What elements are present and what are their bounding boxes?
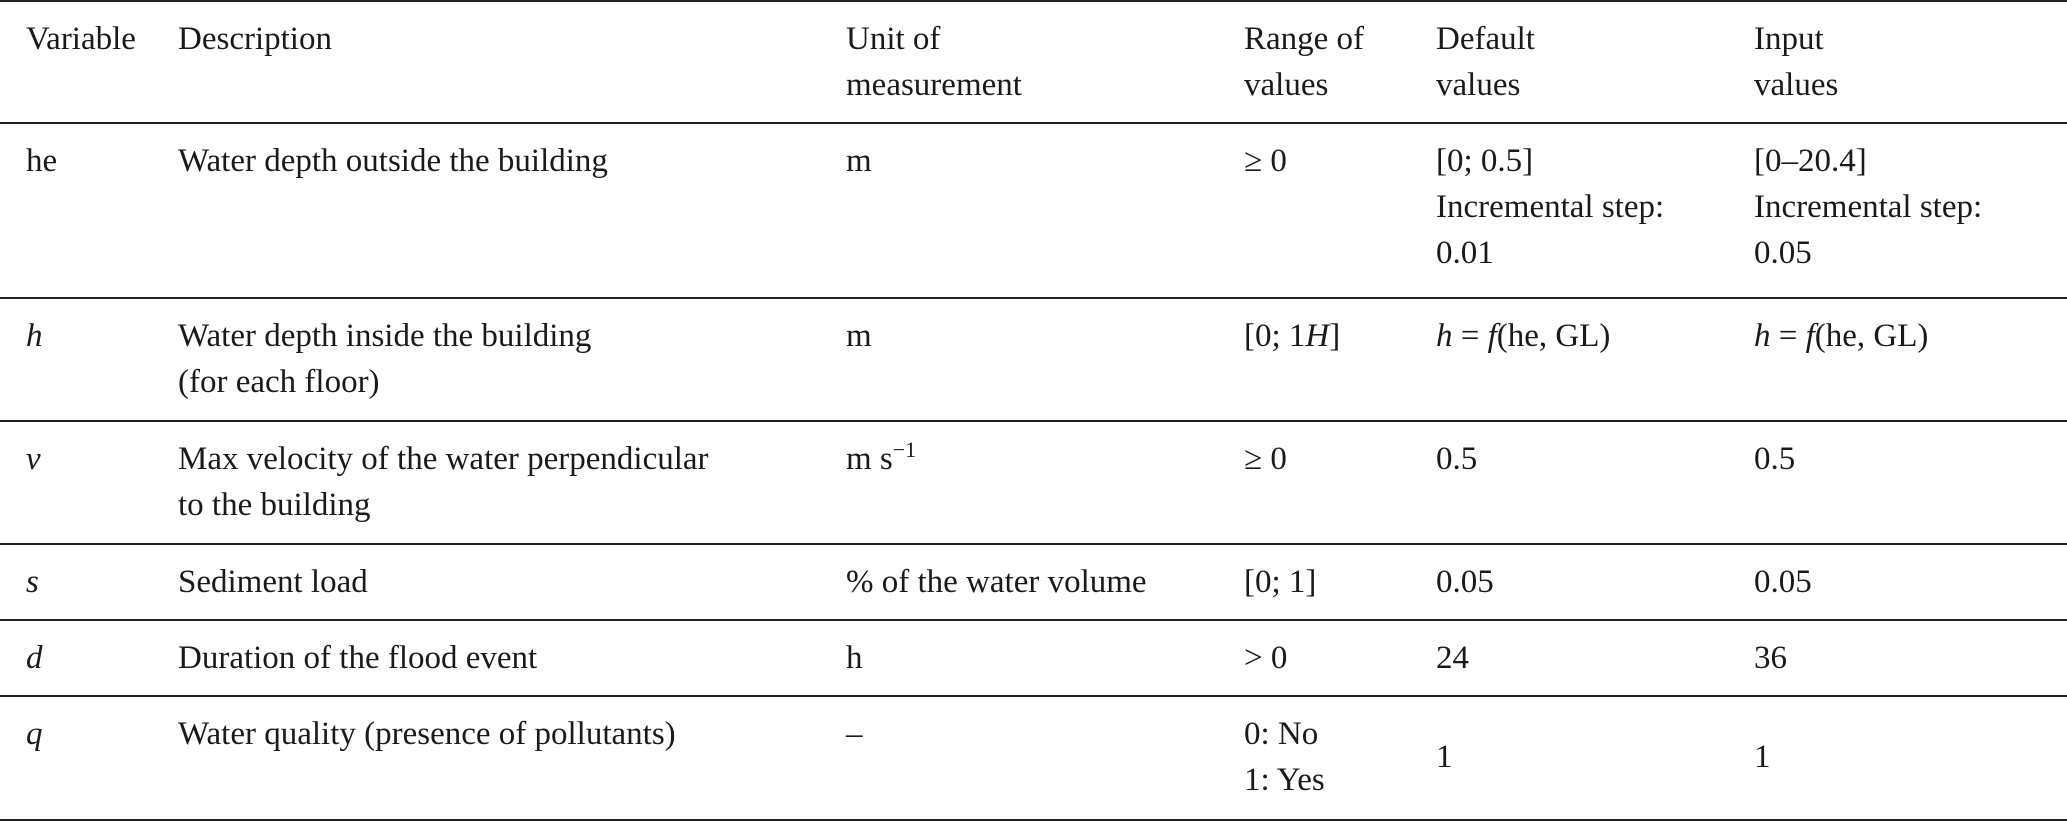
cell-description: Water quality (presence of pollutants) [178, 716, 676, 752]
cell-description: Sediment load [178, 564, 368, 600]
cell-range: ≥ 0 [1244, 143, 1287, 179]
cell-default: 0.5 [1436, 441, 1478, 477]
table-row: s Sediment load % of the water volume [0… [0, 544, 2067, 620]
cell-variable: d [26, 640, 43, 676]
cell-description: Water depth outside the building [178, 143, 608, 179]
cell-input: h = f(he, GL) [1754, 318, 1929, 354]
table-row: he Water depth outside the building m ≥ … [0, 123, 2067, 298]
cell-default: 1 [1436, 739, 1453, 775]
cell-unit: – [846, 716, 863, 752]
table-row: q Water quality (presence of pollutants)… [0, 696, 2067, 820]
cell-unit: m [846, 143, 872, 179]
cell-unit: m s−1 [846, 437, 917, 478]
cell-range: [0; 1H] [1244, 318, 1341, 354]
cell-input: 36 [1754, 640, 1787, 676]
cell-variable: he [26, 143, 58, 179]
cell-default: 0.05 [1436, 564, 1494, 600]
cell-variable: h [26, 318, 43, 354]
cell-description: Duration of the flood event [178, 640, 538, 676]
cell-input: 0.5 [1754, 441, 1796, 477]
cell-range: > 0 [1244, 640, 1288, 676]
cell-default: h = f(he, GL) [1436, 318, 1611, 354]
cell-input: [0–20.4] Incremental step: 0.05 [1754, 143, 1983, 271]
cell-range: ≥ 0 [1244, 441, 1287, 477]
cell-range: 0: No 1: Yes [1244, 716, 1325, 798]
cell-default: 24 [1436, 640, 1469, 676]
cell-variable: s [26, 564, 39, 600]
cell-unit: % of the water volume [846, 564, 1147, 600]
cell-input: 1 [1754, 739, 1771, 775]
header-variable: Variable [26, 21, 136, 57]
cell-variable: v [26, 441, 41, 477]
header-input: Input values [1754, 21, 1839, 103]
cell-description: Water depth inside the building (for eac… [178, 318, 592, 400]
cell-range: [0; 1] [1244, 564, 1317, 600]
table-row: d Duration of the flood event h > 0 24 3… [0, 620, 2067, 696]
cell-description: Max velocity of the water perpendicular … [178, 441, 709, 523]
table-row: v Max velocity of the water perpendicula… [0, 421, 2067, 544]
cell-input: 0.05 [1754, 564, 1812, 600]
header-range: Range of values [1244, 21, 1365, 103]
header-default: Default values [1436, 21, 1535, 103]
cell-variable: q [26, 716, 43, 752]
table-header-row: Variable Description Unit of measurement… [0, 1, 2067, 123]
cell-unit: m [846, 318, 872, 354]
cell-default: [0; 0.5] Incremental step: 0.01 [1436, 143, 1665, 271]
header-description: Description [178, 21, 332, 57]
table-row: h Water depth inside the building (for e… [0, 298, 2067, 421]
cell-unit: h [846, 640, 863, 676]
header-unit: Unit of measurement [846, 21, 1022, 103]
